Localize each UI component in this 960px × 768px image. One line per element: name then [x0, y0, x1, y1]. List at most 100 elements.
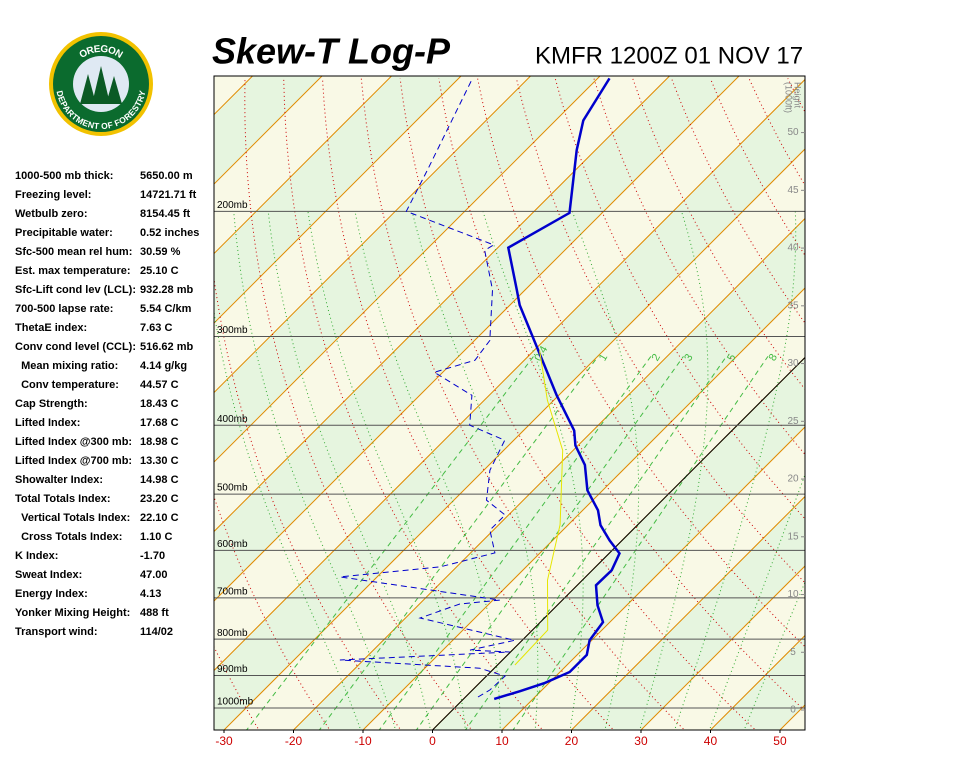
- height-tick-label: 50: [787, 127, 799, 138]
- stat-value: 13.30 C: [140, 455, 179, 467]
- mixing-ratio-label: 8: [767, 352, 780, 363]
- mixing-ratio-label: 2: [650, 352, 663, 363]
- stat-value: 18.98 C: [140, 436, 179, 448]
- stat-label: Total Totals Index:: [15, 493, 111, 505]
- stat-label: Lifted Index:: [15, 417, 80, 429]
- moist-adiabat: [571, 211, 640, 730]
- stat-value: 8154.45 ft: [140, 208, 190, 220]
- height-tick-label: 20: [787, 474, 799, 485]
- height-tick-label: 40: [787, 243, 799, 254]
- isotherm: [293, 217, 805, 730]
- dry-adiabat: [322, 78, 615, 730]
- dry-adiabat: [904, 78, 960, 731]
- isotherm: [214, 78, 805, 672]
- dry-adiabat: [787, 78, 805, 114]
- stat-label: 1000-500 mb thick:: [15, 170, 113, 182]
- stat-value: 17.68 C: [140, 417, 179, 429]
- stat-label: Lifted Index @700 mb:: [15, 455, 132, 467]
- pressure-label: 900mb: [217, 664, 248, 675]
- stat-value: 4.14 g/kg: [140, 360, 187, 372]
- moist-adiabat: [214, 308, 362, 730]
- stat-value: 14.98 C: [140, 474, 179, 486]
- dry-adiabat: [214, 274, 402, 730]
- isotherm: [214, 76, 531, 394]
- isotherm: [362, 287, 805, 730]
- chart-subtitle: KMFR 1200Z 01 NOV 17: [535, 42, 803, 69]
- stat-value: 25.10 C: [140, 265, 179, 277]
- isotherm: [779, 704, 805, 730]
- mixing-ratio-line: [245, 356, 535, 730]
- dry-adiabat: [438, 78, 805, 712]
- stat-label: Transport wind:: [15, 626, 98, 638]
- mixing-ratio-label: 3: [682, 352, 695, 363]
- stats-list: 1000-500 mb thick: 5650.00 m Freezing leve…: [15, 170, 199, 638]
- stat-value: 18.43 C: [140, 398, 179, 410]
- logo-trees: [80, 66, 122, 104]
- stat-label: Conv temperature:: [15, 379, 119, 391]
- stat-value: 5650.00 m: [140, 170, 193, 182]
- x-tick-label: 20: [565, 734, 579, 748]
- pressure-label: 400mb: [217, 414, 248, 425]
- stat-value: 4.13: [140, 588, 161, 600]
- moist-adiabat: [743, 580, 805, 730]
- pressure-label: 700mb: [217, 587, 248, 598]
- isotherm: [214, 76, 392, 255]
- bg-band: [780, 705, 805, 730]
- moist-adiabat: [708, 473, 805, 730]
- stat-label: Est. max temperature:: [15, 265, 131, 277]
- x-tick-label: -10: [354, 734, 372, 748]
- x-tick-label: -20: [285, 734, 303, 748]
- mixing-ratio-label: 1: [597, 352, 610, 363]
- stat-label: ThetaE index:: [15, 322, 87, 334]
- stat-value: 47.00: [140, 569, 168, 581]
- height-tick-label: 15: [787, 531, 799, 542]
- height-tick-label: 30: [787, 358, 799, 369]
- height-tick-label: 10: [787, 589, 799, 600]
- stat-value: 23.20 C: [140, 493, 179, 505]
- isotherm: [214, 76, 462, 324]
- stat-value: 1.10 C: [140, 531, 172, 543]
- stat-label: Cross Totals Index:: [15, 531, 122, 543]
- x-tick-label: 30: [634, 734, 648, 748]
- mixing-ratio-line: [464, 356, 727, 730]
- x-tick-label: 10: [495, 734, 509, 748]
- plot-frame: [213, 75, 806, 731]
- stat-value: 0.52 inches: [140, 227, 199, 239]
- stat-label: Sfc-Lift cond lev (LCL):: [15, 284, 136, 296]
- bg-band: [214, 79, 805, 730]
- height-tick-label: 25: [787, 416, 799, 427]
- stat-value: 14721.71 ft: [140, 189, 197, 201]
- mixing-ratio-line: [512, 356, 769, 730]
- stat-value: 932.28 mb: [140, 284, 193, 296]
- isotherm: [501, 426, 805, 730]
- chart-title: Skew-T Log-P: [212, 31, 451, 72]
- mixing-ratio-label: 5: [725, 352, 738, 363]
- mixing-ratio-line: [415, 356, 684, 730]
- stat-value: 22.10 C: [140, 512, 179, 524]
- dry-adiabat: [943, 78, 960, 731]
- isotherm: [214, 76, 740, 602]
- dry-adiabat: [399, 78, 757, 730]
- stat-label: Freezing level:: [15, 189, 91, 201]
- height-tick-label: 35: [787, 300, 799, 311]
- stat-label: Energy Index:: [15, 588, 88, 600]
- stat-value: 7.63 C: [140, 322, 172, 334]
- stat-label: Mean mixing ratio:: [15, 360, 118, 372]
- stat-label: Cap Strength:: [15, 398, 88, 410]
- height-tick-label: 0: [790, 705, 796, 716]
- isotherm: [640, 565, 805, 730]
- x-tick-label: -30: [215, 734, 233, 748]
- sounding-line: [514, 350, 564, 666]
- plot-area: 0.4 1 2 3 5 8: [214, 76, 960, 731]
- stat-label: K Index:: [15, 550, 58, 562]
- stat-label: Yonker Mixing Height:: [15, 607, 130, 619]
- mixing-ratio-line: [318, 356, 599, 730]
- pressure-label: 600mb: [217, 539, 248, 550]
- pressure-label: 1000mb: [217, 697, 254, 708]
- dry-adiabat: [827, 78, 960, 731]
- dry-adiabat: [283, 78, 544, 730]
- stat-value: 114/02: [140, 626, 173, 638]
- stat-label: Conv cond level (CCL):: [15, 341, 136, 353]
- isotherm: [223, 148, 805, 730]
